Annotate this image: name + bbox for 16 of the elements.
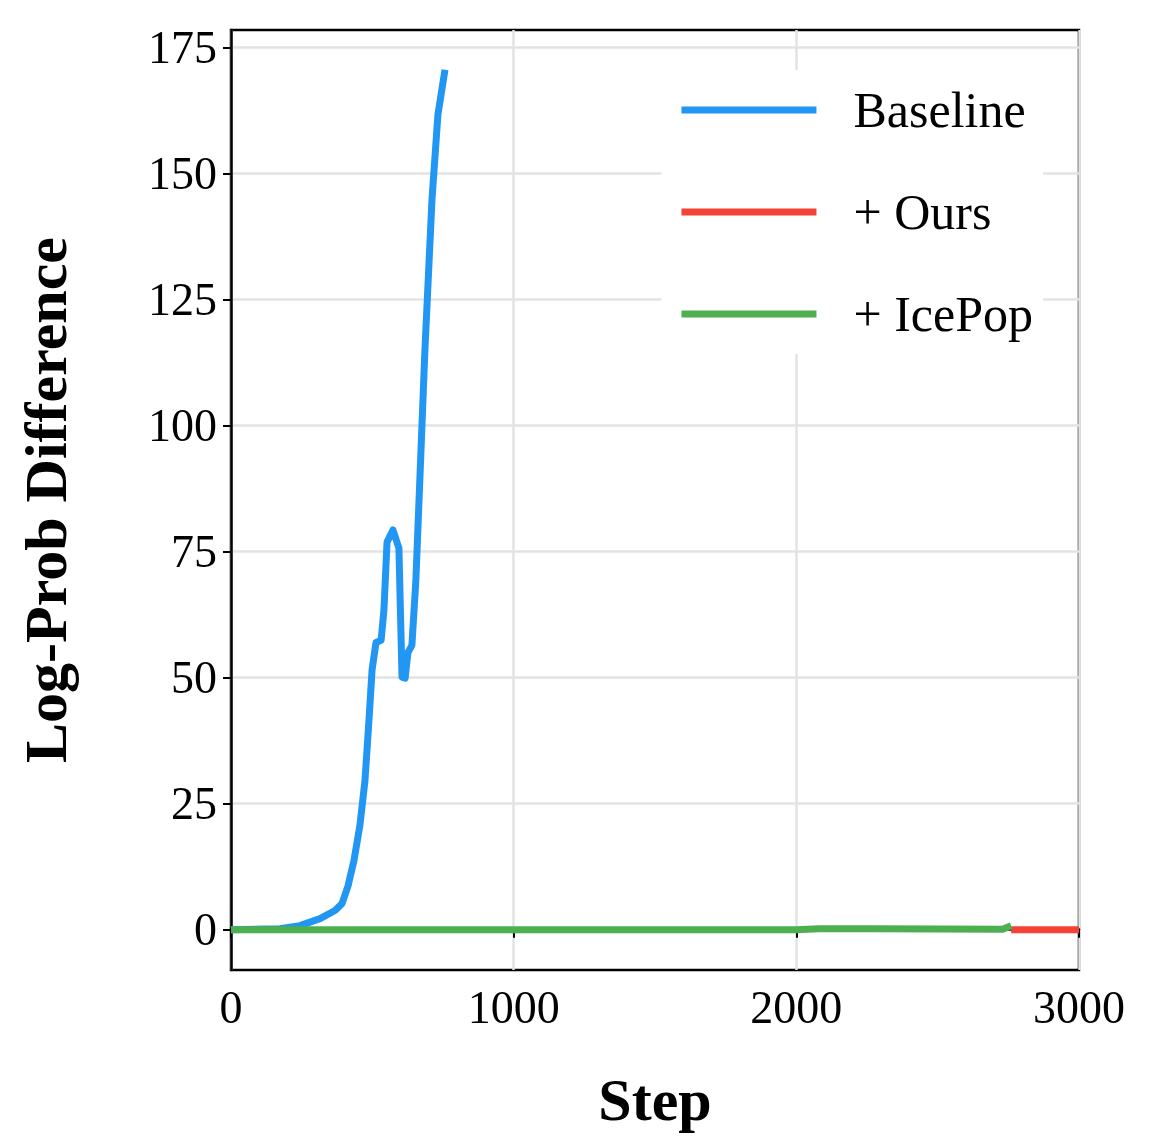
x-axis-title: Step bbox=[598, 1067, 712, 1133]
legend-label: + IcePop bbox=[853, 286, 1034, 342]
y-tick-label: 100 bbox=[148, 400, 217, 452]
y-tick-label: 75 bbox=[171, 526, 217, 578]
legend-label: Baseline bbox=[853, 82, 1026, 138]
x-tick-label: 1000 bbox=[467, 981, 560, 1033]
legend-label: + Ours bbox=[853, 184, 992, 240]
y-axis-title: Log-Prob Difference bbox=[13, 237, 79, 763]
y-tick-label: 150 bbox=[148, 148, 217, 200]
y-tick-label: 25 bbox=[171, 778, 217, 830]
y-tick-label: 175 bbox=[148, 22, 217, 74]
x-tick-label: 2000 bbox=[750, 981, 843, 1033]
y-tick-label: 0 bbox=[194, 904, 217, 956]
y-tick-label: 125 bbox=[148, 274, 217, 326]
x-tick-label: 3000 bbox=[1033, 981, 1125, 1033]
y-tick-label: 50 bbox=[171, 652, 217, 704]
